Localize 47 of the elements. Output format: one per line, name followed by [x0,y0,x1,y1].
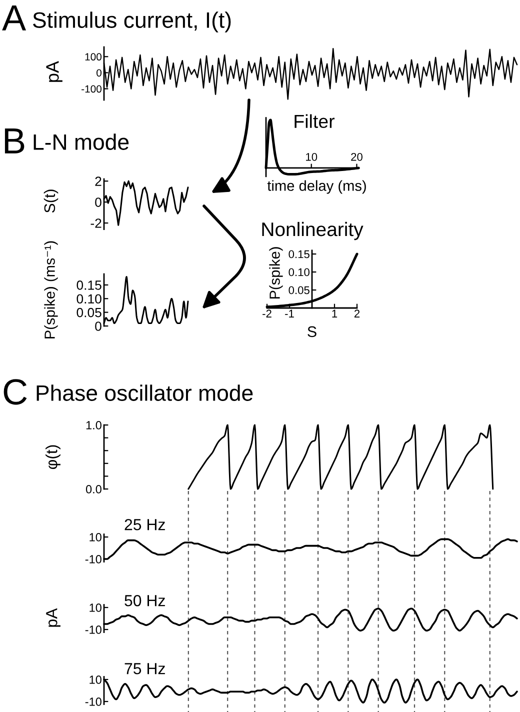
chart-title: 50 Hz [124,594,165,606]
y-axis-title: P(spike) [269,247,283,299]
y-tick-label: 0.10 [76,294,102,304]
y-tick-label: 0.15 [76,280,102,290]
y-tick-label: 0 [96,69,102,77]
y-tick-label: 10 [90,676,102,684]
text: A [2,5,26,30]
x-axis-title: time delay (ms) [267,180,366,194]
text: C [4,379,27,405]
y-tick-label: 1.0 [86,421,102,430]
y-axis-title: φ(t) [46,445,60,470]
chart-title: L-N mode [34,134,129,150]
y-axis-title: P(spike) (ms⁻¹) [44,241,58,338]
y-tick-label: -10 [85,698,102,706]
x-tick-label: 20 [351,153,362,161]
x-tick-label: 1 [332,310,338,318]
chart-title: Filter [294,114,335,128]
y-tick-label: -100 [82,85,102,93]
y-tick-label: 0 [95,198,102,207]
chart-title: 75 Hz [124,663,165,674]
y-axis-title: pA [46,608,60,627]
text: B [4,128,24,154]
chart-title: 25 Hz [124,518,165,530]
y-tick-label: 2 [95,176,102,186]
y-axis-title: pA [46,60,62,82]
x-tick-label: -2 [262,310,272,318]
y-tick-label: -10 [85,555,102,564]
y-tick-label: 0.0 [86,485,102,494]
y-tick-label: 0.05 [288,286,310,294]
y-tick-label: 0.10 [288,268,310,276]
chart-title: Phase oscillator mode [36,384,253,401]
y-tick-label: -10 [85,626,102,634]
x-axis-title: S [308,326,316,338]
y-tick-label: 10 [90,604,102,612]
y-axis-title: S(t) [44,190,58,213]
x-tick-label: 2 [354,310,360,318]
x-tick-label: -1 [285,310,294,318]
y-tick-label: 10 [90,533,102,542]
line-series [103,48,518,100]
y-tick-label: 0 [95,322,102,331]
chart-title: Nonlinearity [262,222,364,240]
line-series [103,180,189,226]
y-tick-label: 100 [85,53,102,61]
y-tick-label: 0.15 [288,250,310,258]
y-tick-label: 0.05 [76,308,102,318]
chart-title: Stimulus current, I(t) [33,12,231,32]
y-tick-label: -2 [90,218,102,228]
